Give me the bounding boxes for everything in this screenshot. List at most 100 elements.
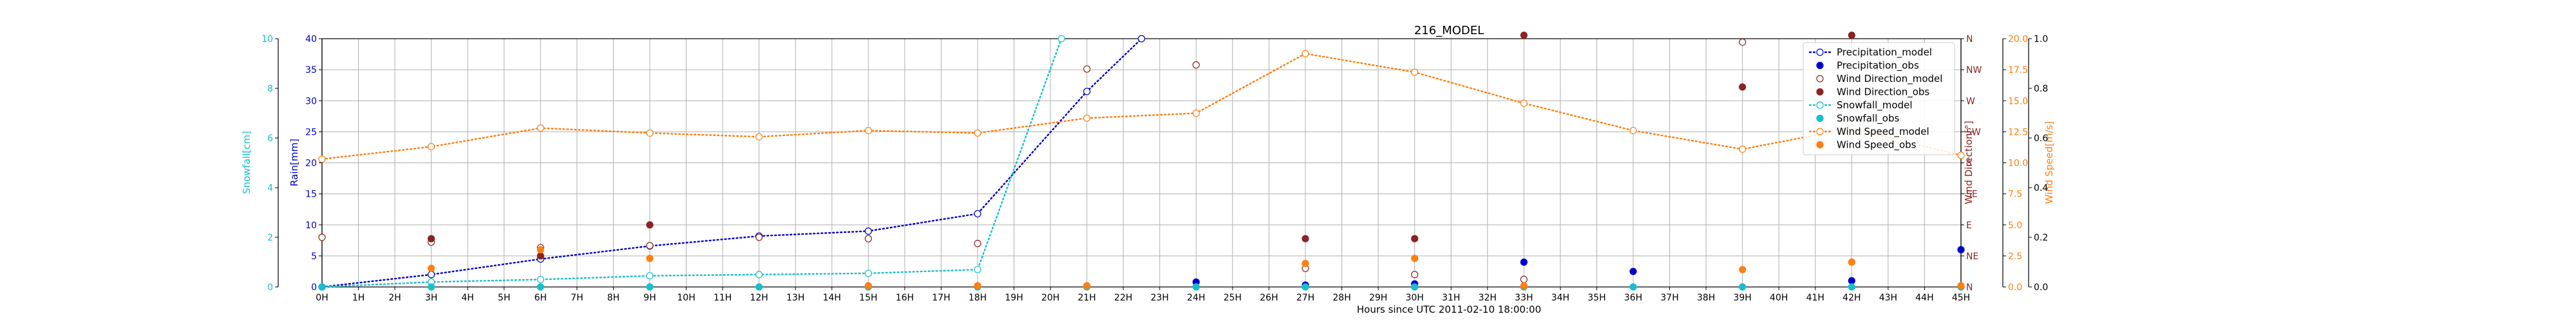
data-point xyxy=(1848,283,1855,291)
data-point xyxy=(536,252,544,260)
y-tick-label: 5.0 xyxy=(2008,221,2022,231)
data-point xyxy=(1302,283,1309,291)
chart-title: 216_MODEL xyxy=(1414,24,1484,37)
legend-marker xyxy=(1816,141,1824,149)
x-tick-label: 25H xyxy=(1224,293,1242,303)
series-wind-speed-obs xyxy=(428,246,1965,290)
rain-axis: 0 5 10 15 20 25 30 35 40 xyxy=(305,34,323,293)
x-tick-label: 21H xyxy=(1077,293,1095,303)
data-point xyxy=(1137,35,1146,43)
data-point xyxy=(1520,32,1528,39)
y-tick-label: 1.0 xyxy=(2034,34,2048,44)
y-tick-label: 40 xyxy=(305,34,317,44)
data-point xyxy=(864,227,872,235)
data-point xyxy=(536,124,544,132)
x-tick-label: 45H xyxy=(1952,293,1970,303)
legend-marker xyxy=(1816,75,1824,83)
y-tick-label: 30 xyxy=(305,96,317,106)
x-tick-label: 28H xyxy=(1332,293,1350,303)
data-point xyxy=(1957,152,1965,159)
y-tick-label: 15 xyxy=(305,190,317,200)
data-point xyxy=(755,283,763,291)
x-tick-label: 7H xyxy=(571,293,583,303)
legend-marker xyxy=(1816,114,1824,123)
data-point xyxy=(1057,35,1065,43)
x-tick-label: 1H xyxy=(352,293,365,303)
data-point xyxy=(1302,259,1309,268)
legend-item: Precipitation_model xyxy=(1808,46,1932,59)
x-tick-label: 19H xyxy=(1005,293,1023,303)
legend-marker xyxy=(1816,128,1824,135)
wind-speed-axis-label: Wind Speed[m/s] xyxy=(2043,121,2055,204)
data-point xyxy=(1739,145,1747,153)
data-point xyxy=(536,246,544,253)
legend-label: Snowfall_model xyxy=(1837,99,1913,112)
x-tick-label: 17H xyxy=(932,293,950,303)
x-tick-label: 40H xyxy=(1770,293,1788,303)
snowfall-axis-label: Snowfall[cm] xyxy=(241,131,252,194)
x-tick-label: 44H xyxy=(1915,293,1933,303)
y-tick-label: 7.5 xyxy=(2008,190,2022,200)
x-tick-label: 0H xyxy=(316,293,328,303)
data-point xyxy=(1411,283,1419,291)
y-tick-label: 25 xyxy=(305,127,317,137)
data-point xyxy=(755,271,763,279)
y-tick-label: SW xyxy=(1966,127,1981,137)
x-tick-label: 11H xyxy=(714,293,732,303)
legend-marker xyxy=(1816,88,1824,96)
y-tick-label: 5 xyxy=(311,251,317,262)
x-tick-label: 16H xyxy=(896,293,914,303)
data-point xyxy=(1629,268,1637,275)
x-tick-label: 23H xyxy=(1151,293,1169,303)
y-tick-label: S xyxy=(1966,159,1972,169)
x-tick-label: 10H xyxy=(677,293,695,303)
data-point xyxy=(1520,99,1528,107)
x-tick-label: 9H xyxy=(643,293,656,303)
data-point xyxy=(1411,68,1419,76)
x-tick-label: 32H xyxy=(1479,293,1497,303)
data-point xyxy=(1739,283,1747,291)
x-tick-label: 31H xyxy=(1442,293,1460,303)
y-tick-label: 4 xyxy=(267,183,273,193)
y-tick-label: 0 xyxy=(267,282,273,293)
data-point xyxy=(1957,282,1965,290)
legend-label: Wind Direction_obs xyxy=(1837,86,1929,99)
data-point xyxy=(536,275,544,284)
legend-item: Precipitation_obs xyxy=(1816,60,1919,72)
data-point xyxy=(974,240,981,248)
data-point xyxy=(1083,88,1091,95)
y-tick-label: 10.0 xyxy=(2008,159,2028,169)
outer-axis: 0.0 0.2 0.4 0.6 0.8 1.0 xyxy=(2028,34,2048,293)
data-point xyxy=(1411,235,1419,242)
y-tick-label: NE xyxy=(1966,251,1978,262)
x-tick-label: 3H xyxy=(425,293,437,303)
data-point xyxy=(646,129,654,137)
legend-marker xyxy=(1816,61,1824,70)
data-point xyxy=(864,270,872,277)
series-line xyxy=(322,38,1063,288)
data-point xyxy=(428,283,435,291)
legend-label: Precipitation_model xyxy=(1837,46,1932,59)
data-point xyxy=(646,283,654,291)
series-wind-direction-obs xyxy=(428,32,1855,260)
x-tick-label: 24H xyxy=(1187,293,1205,303)
x-tick-label: 30H xyxy=(1405,293,1423,303)
wind-speed-axis: 0.0 2.5 5.0 7.5 10.0 12.5 15.0 17.5 20.0 xyxy=(2002,34,2028,293)
y-tick-label: 0.6 xyxy=(2034,133,2048,144)
data-point xyxy=(1520,282,1528,290)
legend-item: Wind Speed_obs xyxy=(1816,139,1917,152)
data-point xyxy=(974,210,981,218)
series-layer xyxy=(318,32,1965,291)
data-point xyxy=(1083,65,1091,73)
x-tick-label: 6H xyxy=(535,293,547,303)
wind-direction-axis-label: Wind Direction[°] xyxy=(1963,121,1975,204)
legend-marker xyxy=(1816,48,1824,56)
y-tick-label: 35 xyxy=(305,65,317,75)
x-tick-label: 26H xyxy=(1260,293,1278,303)
legend-label: Wind Speed_model xyxy=(1837,126,1929,138)
y-tick-label: 0.8 xyxy=(2034,84,2048,94)
y-tick-label: 2 xyxy=(267,233,273,243)
legend-item: Snowfall_obs xyxy=(1816,113,1899,125)
x-tick-label: 8H xyxy=(607,293,620,303)
